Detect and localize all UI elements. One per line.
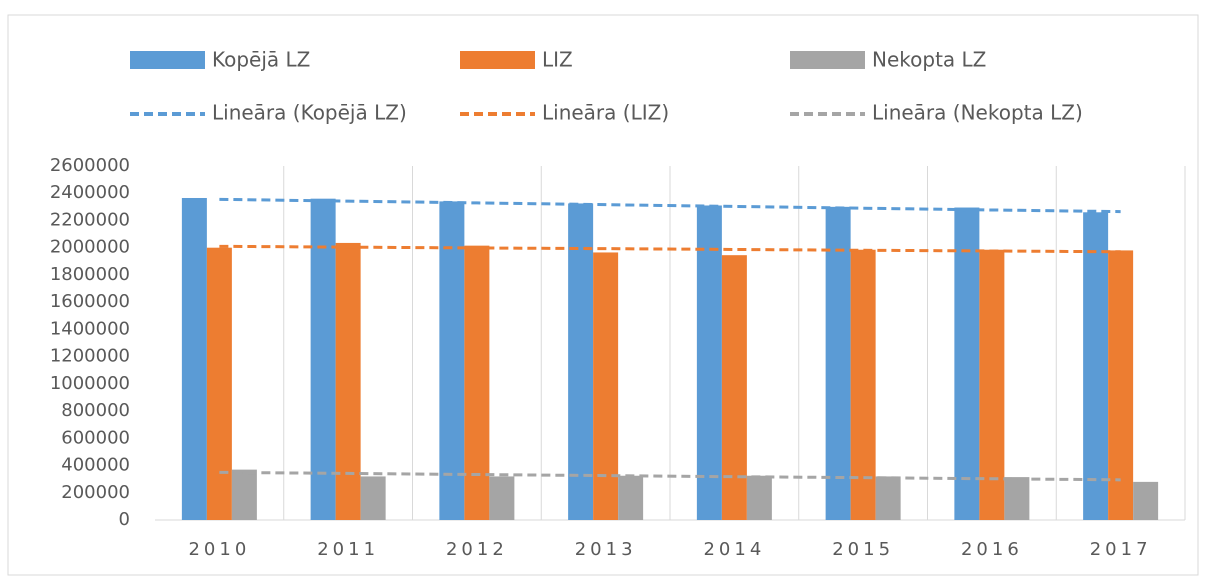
x-tick-label: 2011 [317,539,379,560]
bar [746,475,772,520]
y-tick-label: 2600000 [50,155,130,176]
bar [1004,477,1030,520]
bar [696,205,722,520]
legend-label: Lineāra (Kopējā LZ) [212,101,407,125]
y-tick-label: 400000 [61,455,130,476]
bar [1083,212,1109,521]
bar [1108,250,1134,520]
legend-label: Lineāra (LIZ) [542,101,669,125]
trend-line [219,244,1121,254]
bar [335,242,361,520]
trend-line [219,197,1121,214]
legend-swatch [130,51,205,69]
y-tick-label: 800000 [61,400,130,421]
bar [489,476,515,520]
y-tick-label: 2200000 [50,209,130,230]
legend-label: Nekopta LZ [872,48,986,72]
x-tick-label: 2015 [832,539,894,560]
y-tick-label: 600000 [61,427,130,448]
y-tick-label: 1200000 [50,346,130,367]
bar [593,252,619,520]
legend-label: Kopējā LZ [212,48,310,72]
bar [721,255,747,520]
bar [825,206,851,520]
bar [206,247,232,520]
y-tick-label: 1800000 [50,264,130,285]
y-tick-label: 1400000 [50,318,130,339]
bar [850,249,876,520]
y-tick-label: 2000000 [50,237,130,258]
bar [954,207,980,520]
y-tick-label: 2400000 [50,182,130,203]
bar [360,476,386,520]
bar [310,198,336,520]
x-tick-label: 2017 [1090,539,1152,560]
bar [464,245,490,520]
y-tick-label: 1000000 [50,373,130,394]
legend-swatch [460,51,535,69]
bar [1133,481,1159,520]
legend-label: Lineāra (Nekopta LZ) [872,101,1083,125]
y-tick-label: 0 [119,509,130,530]
y-tick-label: 1600000 [50,291,130,312]
bar [618,475,644,520]
trend-line [219,470,1121,482]
bar [181,197,207,520]
y-tick-label: 200000 [61,482,130,503]
x-tick-label: 2012 [446,539,508,560]
legend-label: LIZ [542,48,573,72]
x-tick-label: 2013 [575,539,637,560]
bar [979,249,1005,520]
x-tick-label: 2016 [961,539,1023,560]
bar [568,203,594,520]
bar [439,201,465,520]
legend-swatch [790,51,865,69]
x-tick-label: 2014 [703,539,765,560]
bar [231,469,257,520]
x-tick-label: 2010 [188,539,250,560]
bar [875,476,901,520]
